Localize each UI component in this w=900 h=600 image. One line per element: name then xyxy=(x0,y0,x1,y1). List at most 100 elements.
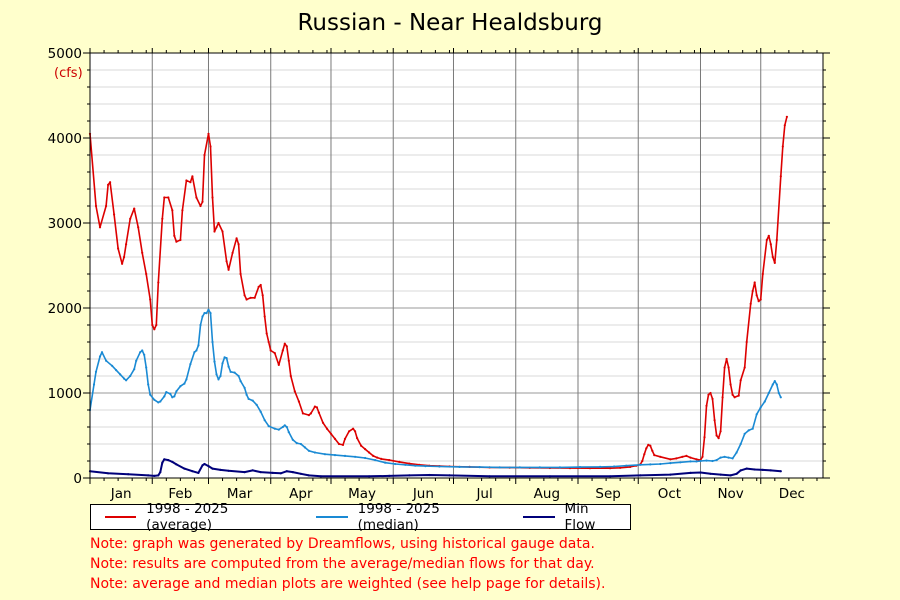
y-tick-label: 5000 xyxy=(48,46,82,62)
data-point xyxy=(717,437,720,440)
data-point xyxy=(709,391,712,395)
data-point xyxy=(287,431,290,434)
data-point xyxy=(269,349,272,352)
data-point xyxy=(779,175,782,178)
data-point xyxy=(753,468,756,471)
data-point xyxy=(352,427,355,430)
data-point xyxy=(727,456,730,459)
data-point xyxy=(725,357,728,361)
data-point xyxy=(478,466,481,469)
data-point xyxy=(731,393,734,396)
data-point xyxy=(715,434,718,437)
y-tick-label: 3000 xyxy=(48,216,82,232)
data-point xyxy=(372,454,375,457)
data-point xyxy=(701,455,704,458)
data-point xyxy=(245,393,248,396)
series-layer xyxy=(88,115,789,478)
data-point xyxy=(689,460,692,463)
data-point xyxy=(203,462,206,466)
data-point xyxy=(223,356,226,359)
data-point xyxy=(783,124,786,127)
data-point xyxy=(438,465,441,468)
data-point xyxy=(643,453,646,456)
data-point xyxy=(659,455,662,458)
x-tick-label: Mar xyxy=(227,486,253,502)
data-point xyxy=(105,359,108,362)
data-point xyxy=(384,461,387,464)
data-point xyxy=(249,296,252,299)
data-point xyxy=(354,455,357,458)
data-point xyxy=(307,414,310,417)
data-point xyxy=(217,221,220,225)
data-point xyxy=(207,465,210,468)
data-point xyxy=(129,217,132,220)
data-point xyxy=(745,467,748,470)
legend-item-average: 1998 - 2025 (average) xyxy=(105,501,294,533)
data-point xyxy=(195,196,198,199)
data-point xyxy=(207,132,210,135)
data-point xyxy=(333,454,337,457)
data-point xyxy=(689,471,692,474)
data-point xyxy=(651,449,654,452)
data-point xyxy=(398,460,401,463)
data-point xyxy=(263,419,266,422)
data-point xyxy=(147,383,150,386)
data-point xyxy=(215,226,218,229)
data-point xyxy=(247,397,250,400)
x-tick-label: Dec xyxy=(779,486,805,502)
data-point xyxy=(649,463,652,466)
data-point xyxy=(203,153,206,157)
data-point xyxy=(203,312,206,315)
data-point xyxy=(743,432,746,435)
data-point xyxy=(181,209,184,212)
data-point xyxy=(745,340,748,344)
y-tick-label: 1000 xyxy=(48,386,82,402)
data-point xyxy=(719,473,722,476)
data-point xyxy=(191,175,194,178)
data-point xyxy=(105,204,108,208)
data-point xyxy=(243,386,246,389)
data-point xyxy=(641,459,644,463)
data-point xyxy=(364,456,367,460)
data-point xyxy=(705,404,708,407)
data-point xyxy=(255,403,258,406)
data-point xyxy=(243,471,246,474)
data-point xyxy=(767,234,770,237)
data-point xyxy=(759,298,762,301)
data-point xyxy=(199,204,202,208)
data-point xyxy=(287,359,290,362)
data-point xyxy=(721,396,724,399)
data-point xyxy=(448,474,451,477)
data-point xyxy=(157,281,160,284)
data-point xyxy=(133,207,136,210)
data-point xyxy=(329,432,333,435)
data-point xyxy=(273,352,276,355)
data-point xyxy=(629,465,632,468)
data-point xyxy=(197,471,200,474)
data-point xyxy=(337,442,341,446)
data-point xyxy=(163,395,166,398)
data-point xyxy=(639,474,642,477)
data-point xyxy=(609,475,612,478)
data-point xyxy=(273,427,276,430)
data-point xyxy=(211,467,214,470)
data-point xyxy=(211,340,214,344)
data-point xyxy=(295,442,298,445)
notes: Note: graph was generated by Dreamflows,… xyxy=(90,534,605,594)
data-point xyxy=(458,465,461,468)
data-point xyxy=(153,328,156,331)
data-point xyxy=(775,238,778,242)
data-point xyxy=(428,473,431,477)
data-point xyxy=(408,474,411,477)
data-point xyxy=(261,294,264,297)
data-point xyxy=(143,353,146,356)
data-point xyxy=(773,261,776,264)
data-point xyxy=(285,470,288,473)
data-point xyxy=(119,373,122,376)
data-point xyxy=(159,400,162,403)
data-point xyxy=(231,251,234,254)
data-point xyxy=(215,373,218,376)
data-point xyxy=(111,364,114,367)
x-tick-label: Oct xyxy=(658,486,681,502)
data-point xyxy=(139,351,142,354)
